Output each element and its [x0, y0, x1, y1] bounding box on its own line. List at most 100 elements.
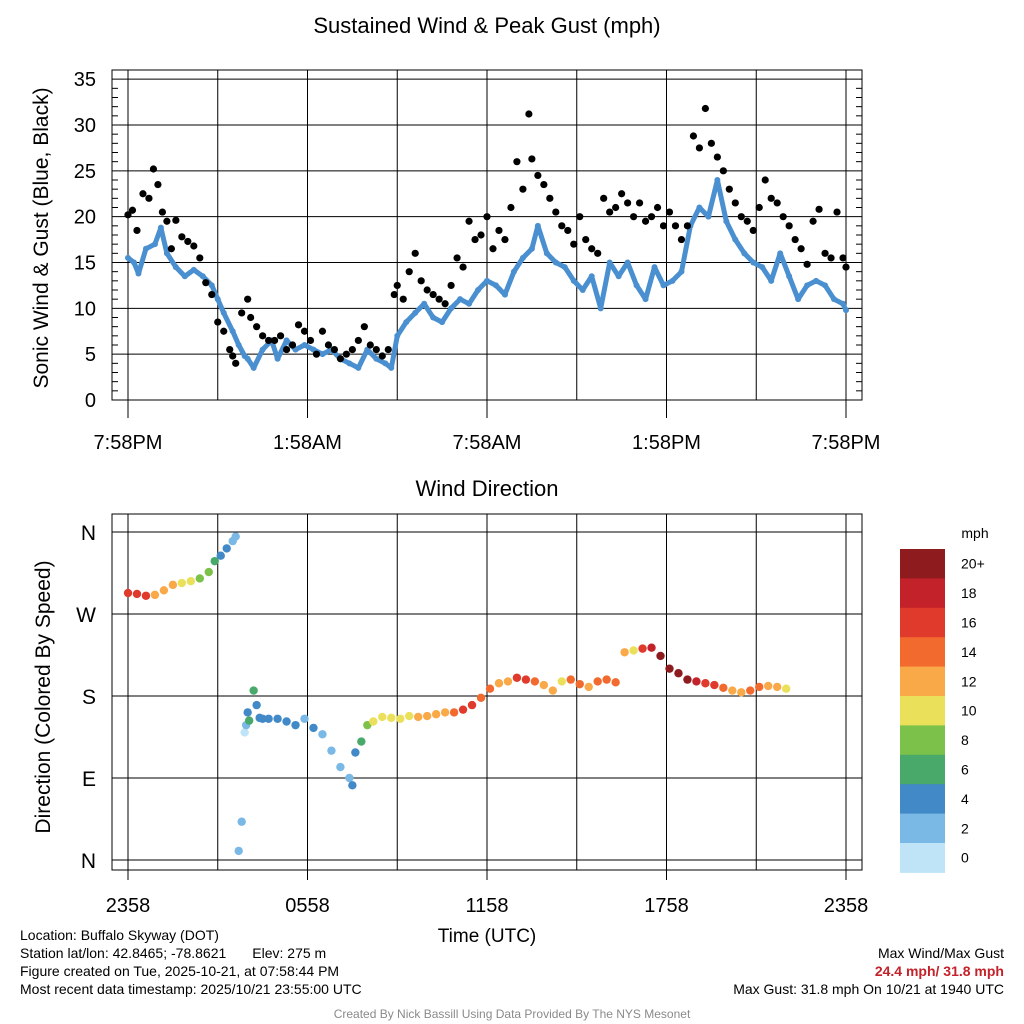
- peak-gust-point: [133, 226, 141, 235]
- colorbar-title: mph: [961, 525, 988, 541]
- direction-point: [348, 781, 357, 790]
- peak-gust-point: [360, 323, 368, 331]
- direction-point: [701, 679, 710, 688]
- colorbar-label: 6: [961, 762, 969, 778]
- direction-point: [530, 677, 540, 686]
- direction-point: [264, 714, 273, 723]
- max-gust-text: Max Gust: 31.8 mph On 10/21 at 1940 UTC: [733, 981, 1004, 997]
- sustained-wind-point: [430, 314, 437, 321]
- peak-gust-point: [265, 336, 273, 345]
- direction-point: [440, 708, 450, 717]
- peak-gust-point: [342, 350, 350, 358]
- bottom-y-tick-label: S: [82, 686, 96, 709]
- sustained-wind-point: [214, 296, 221, 303]
- sustained-wind-point: [492, 282, 499, 289]
- peak-gust-point: [570, 240, 578, 248]
- sustained-wind-point: [125, 254, 131, 261]
- peak-gust-point: [513, 158, 521, 166]
- bottom-x-tick-label: 2358: [106, 895, 151, 917]
- direction-point: [431, 710, 441, 719]
- direction-point: [336, 762, 345, 772]
- peak-gust-point: [525, 110, 533, 118]
- direction-point: [593, 677, 602, 686]
- colorbar-label: 12: [961, 673, 977, 689]
- colorbar-swatch: [900, 843, 945, 873]
- peak-gust-point: [540, 180, 548, 189]
- colorbar-label: 10: [961, 703, 977, 719]
- direction-point: [396, 714, 405, 723]
- direction-point: [273, 714, 282, 723]
- peak-gust-point: [683, 222, 692, 230]
- station-info: Location: Buffalo Skyway (DOT) Station l…: [20, 926, 362, 998]
- sustained-wind-point: [732, 236, 739, 243]
- sustained-wind-point: [723, 218, 730, 225]
- peak-gust-point: [815, 205, 823, 213]
- direction-point: [132, 589, 142, 599]
- peak-gust-point: [276, 332, 285, 340]
- peak-gust-point: [827, 254, 835, 262]
- max-values: 24.4 mph/ 31.8 mph: [874, 963, 1004, 979]
- sustained-wind-point: [466, 300, 473, 307]
- direction-point: [177, 578, 187, 588]
- direction-point: [512, 673, 522, 682]
- bottom-x-tick-label: 2358: [824, 895, 869, 917]
- peak-gust-point: [447, 281, 455, 290]
- peak-gust-point: [465, 217, 473, 225]
- peak-gust-point: [390, 290, 398, 299]
- sustained-wind-point: [777, 250, 784, 257]
- direction-point: [168, 580, 178, 590]
- peak-gust-point: [600, 194, 608, 202]
- peak-gust-point: [558, 222, 566, 230]
- sustained-wind-point: [421, 300, 428, 307]
- sustained-wind-point: [135, 270, 142, 277]
- sustained-wind-point: [804, 282, 811, 289]
- direction-point: [494, 679, 504, 688]
- colorbar-label: 18: [961, 585, 977, 601]
- direction-point: [692, 677, 701, 686]
- sustained-wind-point: [346, 360, 353, 367]
- sustained-wind-point: [741, 250, 748, 257]
- sustained-wind-point: [759, 264, 766, 271]
- sustained-wind-point: [382, 360, 389, 367]
- peak-gust-point: [618, 190, 626, 198]
- peak-gust-point: [695, 144, 704, 152]
- location-text: Location: Buffalo Skyway (DOT): [20, 927, 219, 943]
- direction-point: [413, 712, 423, 722]
- peak-gust-point: [471, 235, 479, 244]
- peak-gust-point: [647, 213, 656, 221]
- station-line: Station lat/lon: 42.8465; -78.8621 Elev: …: [20, 944, 362, 962]
- sustained-wind-point: [660, 282, 667, 289]
- direction-point: [638, 644, 647, 653]
- colorbar-swatch: [900, 549, 945, 579]
- peak-gust-point: [229, 352, 237, 360]
- top-y-tick-label: 30: [74, 115, 96, 137]
- top-y-tick-label: 20: [74, 207, 96, 229]
- sustained-wind-point: [705, 213, 712, 220]
- direction-point: [665, 664, 674, 673]
- direction-point: [539, 680, 549, 690]
- direction-point: [764, 681, 773, 691]
- peak-gust-point: [324, 341, 333, 349]
- direction-point: [222, 544, 231, 553]
- direction-point: [629, 646, 638, 655]
- peak-gust-point: [582, 235, 590, 244]
- direction-point: [387, 713, 396, 723]
- sustained-gust-panel: Sustained Wind & Peak Gust (mph) 0 5 10 15 2…: [30, 13, 880, 454]
- peak-gust-point: [755, 203, 763, 212]
- peak-gust-point: [163, 217, 171, 225]
- sustained-wind-point: [843, 307, 849, 314]
- peak-gust-point: [635, 199, 644, 207]
- peak-gust-point: [785, 222, 793, 230]
- direction-point: [249, 686, 258, 695]
- colorbar-swatch: [900, 813, 945, 844]
- sustained-wind-point: [642, 296, 649, 303]
- sustained-wind-point: [448, 305, 455, 312]
- sustained-wind-point: [534, 222, 541, 229]
- peak-gust-point: [232, 359, 240, 367]
- peak-gust-point: [399, 295, 407, 303]
- top-x-tick-label: 7:58PM: [94, 432, 163, 454]
- peak-gust-point: [354, 336, 362, 345]
- sustained-wind-point: [552, 259, 559, 266]
- peak-gust-point: [270, 336, 279, 345]
- peak-gust-point: [519, 185, 527, 193]
